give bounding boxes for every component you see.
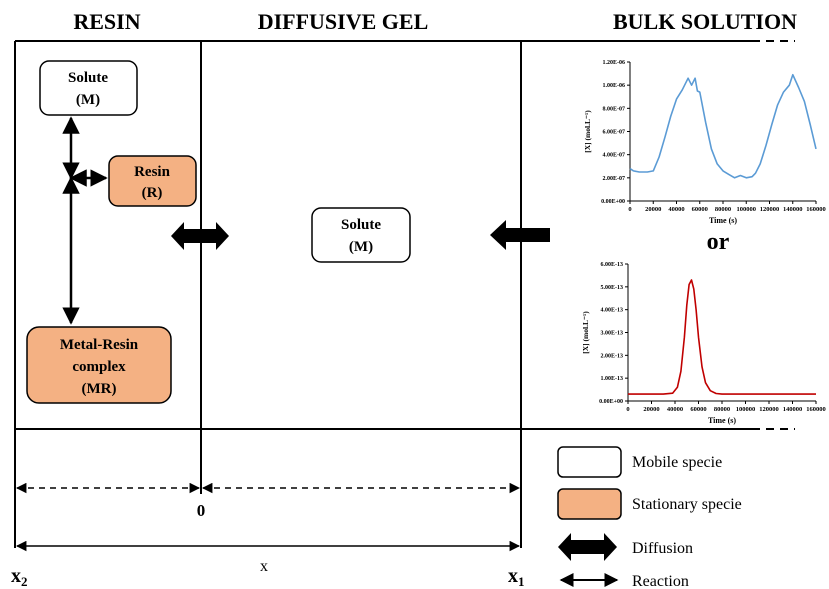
chart2-ylabel: [X] (mol.L⁻¹) xyxy=(581,311,590,354)
header-diffusive-gel: DIFFUSIVE GEL xyxy=(258,9,429,34)
chart1-xtick-label: 40000 xyxy=(668,206,684,213)
chart1-xlabel: Time (s) xyxy=(709,216,737,225)
complex-line1: Metal-Resin xyxy=(60,337,139,353)
legend-reaction-label: Reaction xyxy=(632,573,689,589)
gel-solute-box: Solute (M) xyxy=(311,207,411,263)
chart1-ylabel: [X] (mol.L⁻¹) xyxy=(583,110,592,153)
legend: Mobile specie Stationary specie Diffusio… xyxy=(557,446,742,589)
legend-diffusion-arrow xyxy=(558,533,617,561)
chart2-ytick-label: 4.00E-13 xyxy=(601,308,624,314)
header-resin: RESIN xyxy=(73,9,140,34)
chart2-series-line xyxy=(628,279,816,395)
legend-mobile-swatch xyxy=(557,446,622,478)
or-label: or xyxy=(707,229,730,255)
chart2-xtick-label: 0 xyxy=(626,406,629,413)
chart1-series-line xyxy=(629,73,817,179)
chart1-ytick-label: 0.00E+00 xyxy=(601,199,625,205)
chart1-ytick-label: 6.00E-07 xyxy=(603,130,626,136)
chart1-xtick-label: 0 xyxy=(628,206,631,213)
chart2-xtick-label: 160000 xyxy=(806,406,826,413)
chart-peak-concentration: 0.00E+00 1.00E-13 2.00E-13 3.00E-13 4.00E-13… xyxy=(581,262,826,425)
axis-zero-label: 0 xyxy=(197,501,206,520)
metal-resin-complex-box: Metal-Resin complex (MR) xyxy=(26,326,172,404)
chart1-xtick-label: 140000 xyxy=(783,206,803,213)
chart-oscillating-concentration: 0.00E+00 2.00E-07 4.00E-07 6.00E-07 8.00E-07… xyxy=(583,60,826,225)
chart2-ytick-label: 3.00E-13 xyxy=(601,331,624,337)
chart1-xtick-label: 80000 xyxy=(715,206,731,213)
complex-line2: complex xyxy=(72,359,126,375)
chart1-ytick-label: 8.00E-07 xyxy=(603,106,626,112)
chart2-ytick-label: 1.00E-13 xyxy=(601,376,624,382)
resin-box-line1: Resin xyxy=(134,164,170,180)
chart1-ytick-label: 1.20E-06 xyxy=(603,60,626,66)
resin-box: Resin (R) xyxy=(108,155,197,207)
chart1-xtick-label: 160000 xyxy=(806,206,826,213)
chart2-xtick-label: 100000 xyxy=(736,406,756,413)
chart2-xlabel: Time (s) xyxy=(708,416,736,425)
chart2-ytick-label: 5.00E-13 xyxy=(601,285,624,291)
chart1-xtick-label: 60000 xyxy=(692,206,708,213)
chart2-xtick-label: 120000 xyxy=(759,406,779,413)
gel-solute-line1: Solute xyxy=(341,217,381,233)
resin-box-line2: (R) xyxy=(142,185,163,201)
header-bulk-solution: BULK SOLUTION xyxy=(613,9,797,34)
legend-diffusion-label: Diffusion xyxy=(632,540,693,557)
axis-x2-label: x2 xyxy=(11,565,28,589)
axis-x-label: x xyxy=(260,558,268,575)
resin-solute-box: Solute (M) xyxy=(39,60,138,116)
chart2-ytick-label: 6.00E-13 xyxy=(601,262,624,268)
resin-solute-line2: (M) xyxy=(76,92,100,108)
gel-solute-line2: (M) xyxy=(349,239,373,255)
complex-line3: (MR) xyxy=(82,381,117,397)
legend-stationary-label: Stationary specie xyxy=(632,496,742,513)
chart2-xtick-label: 40000 xyxy=(667,406,683,413)
resin-solute-line1: Solute xyxy=(68,70,108,86)
chart2-ytick-label: 0.00E+00 xyxy=(599,399,623,405)
chart2-xtick-label: 80000 xyxy=(714,406,730,413)
chart1-xtick-label: 20000 xyxy=(645,206,661,213)
diffusion-double-arrow xyxy=(171,222,229,250)
chart2-ytick-label: 2.00E-13 xyxy=(601,353,624,359)
chart1-xtick-label: 120000 xyxy=(760,206,780,213)
chart2-xtick-label: 140000 xyxy=(783,406,803,413)
chart1-ytick-label: 2.00E-07 xyxy=(603,176,626,182)
chart1-ytick-label: 1.00E-06 xyxy=(603,83,626,89)
diffusion-arrow-left xyxy=(490,220,550,250)
main-frame xyxy=(14,40,795,548)
chart2-xtick-label: 20000 xyxy=(643,406,659,413)
legend-mobile-label: Mobile specie xyxy=(632,454,722,471)
chart2-xtick-label: 60000 xyxy=(690,406,706,413)
axis-x1-label: x1 xyxy=(508,565,525,589)
legend-stationary-swatch xyxy=(557,488,622,520)
chart1-xtick-label: 100000 xyxy=(737,206,757,213)
chart1-ytick-label: 4.00E-07 xyxy=(603,153,626,159)
